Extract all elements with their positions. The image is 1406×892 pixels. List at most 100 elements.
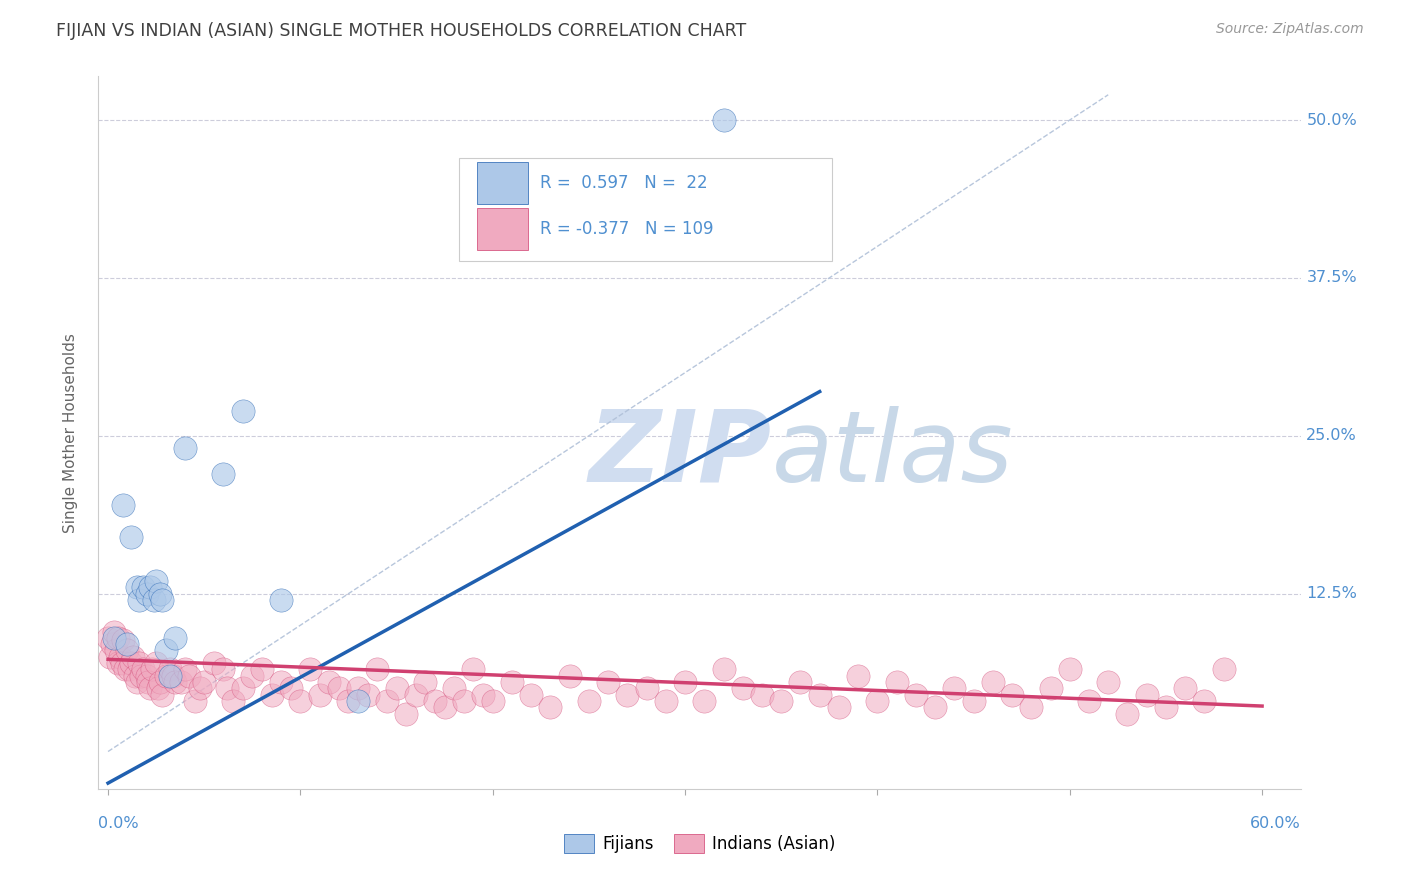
Point [165,631,187,645]
Point [145,574,167,588]
Point [139,681,162,696]
Text: R = -0.377   N = 109: R = -0.377 N = 109 [540,220,713,238]
Text: atlas: atlas [772,406,1014,502]
Point [789,675,811,690]
Text: ZIP: ZIP [589,406,772,502]
Point [155,643,177,657]
Point [770,694,793,708]
Point [347,681,370,696]
Point [159,669,181,683]
Point [347,694,370,708]
Point [501,675,523,690]
Point [202,656,225,670]
Point [110,656,132,670]
Point [981,675,1004,690]
Point [395,706,418,721]
Y-axis label: Single Mother Households: Single Mother Households [63,333,77,533]
Point [217,681,239,696]
Point [713,113,735,128]
Point [120,656,142,670]
Point [183,694,205,708]
Point [170,675,193,690]
Point [131,580,153,594]
Point [943,681,966,696]
Point [124,669,146,683]
Point [1059,662,1081,676]
Point [112,498,135,512]
Point [150,593,173,607]
Text: 60.0%: 60.0% [1250,816,1301,831]
Point [655,694,678,708]
Point [366,662,388,676]
Point [270,593,292,607]
Point [108,649,131,664]
Point [149,587,172,601]
Point [423,694,446,708]
Point [103,624,125,639]
Point [453,694,475,708]
Point [1039,681,1062,696]
Point [117,643,139,657]
Point [1078,694,1101,708]
Point [846,669,869,683]
Point [328,681,350,696]
Point [1174,681,1197,696]
Point [135,669,157,683]
Point [1116,706,1139,721]
Point [962,694,984,708]
Point [125,580,148,594]
Text: 37.5%: 37.5% [1306,270,1357,285]
Point [145,656,167,670]
Point [713,662,735,676]
Point [150,688,173,702]
FancyBboxPatch shape [458,158,832,261]
Point [232,681,254,696]
Point [808,688,831,702]
Text: 50.0%: 50.0% [1306,112,1357,128]
Point [101,637,124,651]
Point [472,688,495,702]
Point [162,669,184,683]
Point [558,669,581,683]
Point [177,669,200,683]
Point [232,403,254,417]
Point [128,593,150,607]
Point [104,643,127,657]
Point [141,662,163,676]
Point [673,675,696,690]
Text: Source: ZipAtlas.com: Source: ZipAtlas.com [1216,22,1364,37]
Point [405,688,427,702]
Point [866,694,889,708]
Point [143,593,166,607]
Point [117,637,139,651]
Point [174,662,197,676]
Point [1001,688,1024,702]
Point [118,662,141,676]
Point [103,631,125,645]
Point [250,662,273,676]
Point [165,675,187,690]
Point [1212,662,1234,676]
Point [122,649,145,664]
Point [318,675,340,690]
Point [1097,675,1119,690]
Point [138,675,160,690]
Point [904,688,927,702]
Point [520,688,543,702]
Point [98,649,121,664]
Point [155,669,177,683]
Text: 12.5%: 12.5% [1306,586,1357,601]
Point [107,631,129,645]
Point [190,681,212,696]
Text: R =  0.597   N =  22: R = 0.597 N = 22 [540,174,707,192]
FancyBboxPatch shape [477,208,527,251]
Point [149,675,172,690]
Point [751,688,773,702]
Text: 25.0%: 25.0% [1306,428,1357,443]
Point [125,675,148,690]
Point [107,656,129,670]
Point [193,675,215,690]
Point [538,700,561,714]
Point [298,662,321,676]
Point [120,530,142,544]
